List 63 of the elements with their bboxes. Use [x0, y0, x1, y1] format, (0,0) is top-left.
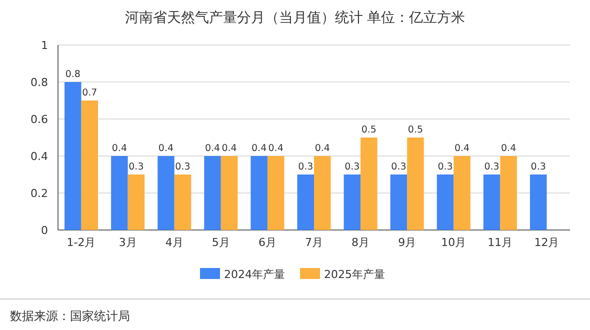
chart-title: 河南省天然气产量分月（当月值）统计 单位：亿立方米: [124, 10, 466, 26]
bar: [111, 156, 128, 230]
bar: [454, 156, 470, 230]
bar: [390, 174, 408, 230]
bar: [436, 174, 454, 230]
data-label: 0.3: [530, 162, 546, 172]
data-label: 0.3: [175, 162, 190, 172]
legend-label: 2025年产量: [324, 268, 385, 281]
x-tick-label: 3月: [118, 236, 137, 249]
data-label: 0.5: [408, 124, 424, 136]
y-tick-label: 0.2: [30, 187, 48, 200]
x-tick-label: 12月: [534, 236, 560, 249]
data-label: 0.3: [128, 162, 144, 172]
bar: [128, 174, 145, 230]
y-tick-label: 1: [41, 39, 48, 52]
bar: [314, 156, 331, 230]
bar: [344, 174, 361, 230]
data-label: 0.3: [391, 162, 406, 172]
x-tick-label: 8月: [352, 236, 370, 249]
data-label: 0.3: [484, 162, 500, 172]
data-label: 0.4: [501, 143, 516, 154]
bar: [267, 156, 284, 230]
x-tick-label: 4月: [165, 236, 184, 249]
data-label: 0.5: [361, 124, 376, 136]
data-label: 0.4: [204, 143, 220, 154]
data-label: 0.3: [298, 162, 314, 172]
y-tick-label: 0: [41, 224, 48, 237]
bar: [81, 100, 98, 230]
y-tick-label: 0.4: [30, 150, 48, 163]
data-label: 0.4: [454, 143, 470, 154]
y-tick-label: 0.6: [30, 113, 48, 126]
x-tick-label: 5月: [212, 236, 230, 249]
x-tick-label: 7月: [305, 236, 323, 249]
bar: [500, 156, 517, 230]
x-tick-label: 10月: [441, 236, 466, 249]
data-label: 0.4: [314, 143, 330, 154]
x-tick-label: 9月: [398, 236, 416, 249]
data-label: 0.4: [268, 143, 284, 154]
data-label: 0.7: [82, 88, 98, 98]
bar: [64, 82, 82, 230]
x-tick-label: 11月: [488, 236, 513, 249]
bar: [158, 156, 174, 230]
x-tick-label: 1-2月: [66, 236, 96, 249]
bar: [530, 174, 547, 230]
bar: [204, 156, 221, 230]
data-label: 0.3: [344, 162, 360, 172]
legend-label: 2024年产量: [224, 268, 285, 281]
y-tick-label: 0.8: [30, 76, 48, 89]
data-label: 0.4: [158, 143, 174, 154]
bar: [407, 138, 424, 230]
data-label: 0.4: [222, 143, 237, 154]
data-label: 0.4: [112, 143, 127, 154]
bar: [250, 156, 268, 230]
data-label: 0.3: [438, 162, 453, 172]
bar: [360, 138, 378, 230]
x-tick-label: 6月: [258, 236, 276, 249]
bar: [174, 174, 192, 230]
bar: [483, 174, 500, 230]
data-label: 0.4: [252, 143, 267, 154]
data-label: 0.8: [65, 69, 80, 80]
source-note: 数据来源：国家统计局: [10, 309, 130, 323]
bar: [297, 174, 314, 230]
bar: [220, 156, 238, 230]
